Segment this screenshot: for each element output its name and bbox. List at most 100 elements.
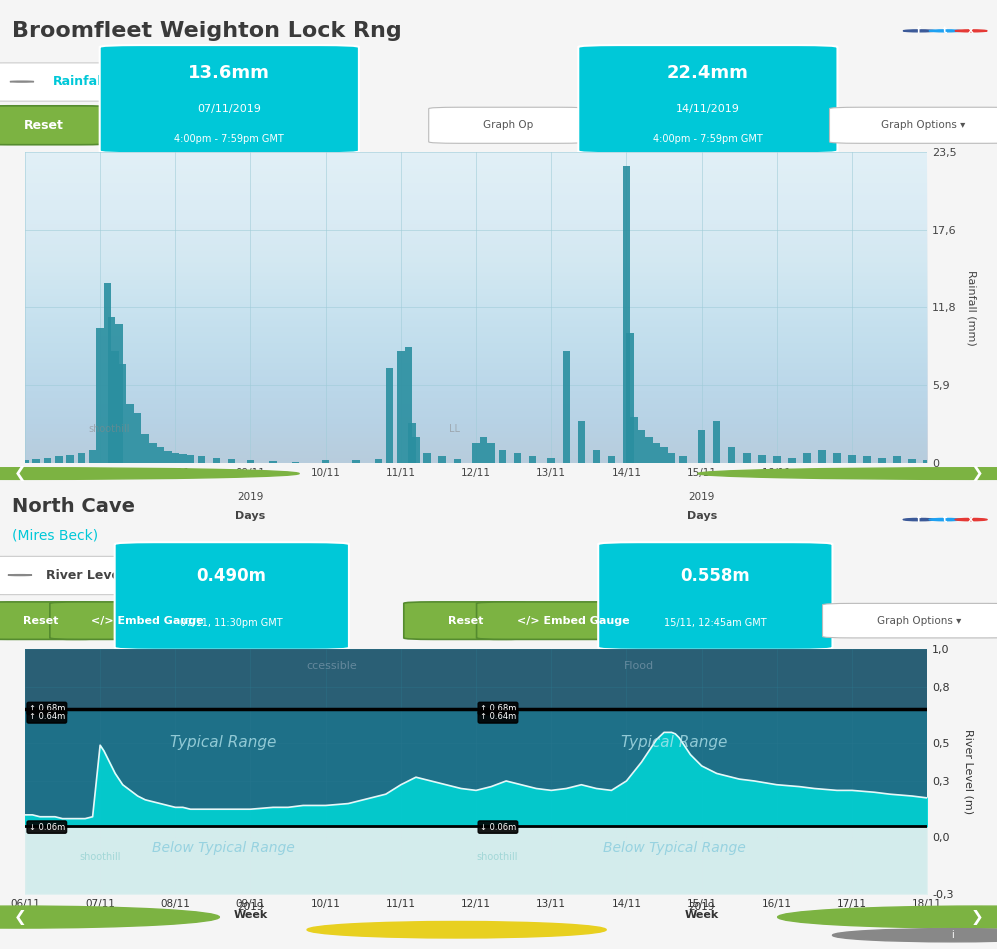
Text: 07/11/2019: 07/11/2019 <box>197 103 261 114</box>
Circle shape <box>10 81 34 83</box>
Text: 15/11, 12:45am GMT: 15/11, 12:45am GMT <box>664 618 766 628</box>
Text: ↑ 0.64m: ↑ 0.64m <box>29 713 65 721</box>
Text: ❮: ❮ <box>14 466 26 481</box>
Bar <box>660 447 668 463</box>
Bar <box>186 456 194 463</box>
Text: Flood: Flood <box>623 661 654 671</box>
Bar <box>607 456 615 463</box>
Text: 13.6mm: 13.6mm <box>188 65 270 82</box>
FancyBboxPatch shape <box>477 602 671 640</box>
Bar <box>55 456 63 463</box>
Text: 2019: 2019 <box>237 902 263 912</box>
Text: 4:00pm - 7:59pm GMT: 4:00pm - 7:59pm GMT <box>174 134 284 143</box>
FancyBboxPatch shape <box>100 45 359 154</box>
Bar <box>412 437 420 463</box>
Bar <box>908 459 916 463</box>
Bar <box>454 459 461 463</box>
Bar <box>246 460 254 463</box>
FancyBboxPatch shape <box>598 542 832 650</box>
Bar <box>488 443 495 463</box>
Bar <box>352 460 360 463</box>
Text: shoothill: shoothill <box>79 851 121 862</box>
Bar <box>292 462 299 463</box>
Text: f: f <box>917 515 921 524</box>
Bar <box>115 324 123 463</box>
Text: ❯: ❯ <box>971 466 983 481</box>
FancyBboxPatch shape <box>0 63 174 102</box>
Bar <box>698 430 706 463</box>
Bar <box>439 456 446 463</box>
Circle shape <box>0 906 219 928</box>
Text: i: i <box>951 930 953 940</box>
Bar <box>119 363 127 463</box>
FancyBboxPatch shape <box>429 107 588 143</box>
Bar <box>577 420 585 463</box>
Bar <box>157 447 165 463</box>
Bar <box>97 328 104 463</box>
Bar <box>679 456 687 463</box>
Text: 2019: 2019 <box>689 493 715 502</box>
Bar <box>743 453 751 463</box>
Bar <box>562 350 570 463</box>
Circle shape <box>903 29 935 32</box>
Bar <box>878 457 886 463</box>
Text: Rainfall: Rainfall <box>53 75 107 88</box>
Text: 07/11, 11:30pm GMT: 07/11, 11:30pm GMT <box>180 618 282 628</box>
Bar <box>66 456 74 463</box>
Bar <box>592 450 600 463</box>
Bar <box>758 456 766 463</box>
Circle shape <box>832 929 997 941</box>
Text: River Level: River Level <box>46 568 124 582</box>
Bar <box>165 451 171 463</box>
FancyBboxPatch shape <box>830 107 997 143</box>
Text: 2019: 2019 <box>237 493 263 502</box>
Bar <box>228 459 235 463</box>
Bar <box>863 456 870 463</box>
Bar <box>25 649 927 710</box>
Bar <box>819 450 826 463</box>
Text: Days: Days <box>687 511 717 521</box>
Text: 4:00pm - 7:59pm GMT: 4:00pm - 7:59pm GMT <box>653 134 763 143</box>
Bar <box>142 434 149 463</box>
FancyBboxPatch shape <box>115 542 349 650</box>
Bar <box>804 453 811 463</box>
Bar <box>424 453 431 463</box>
Bar <box>179 454 186 463</box>
Bar <box>547 457 555 463</box>
Text: Broomfleet Weighton Lock Rng: Broomfleet Weighton Lock Rng <box>12 21 402 41</box>
Circle shape <box>955 29 987 32</box>
Circle shape <box>698 468 997 479</box>
Circle shape <box>929 29 961 32</box>
Text: ↓ 0.06m: ↓ 0.06m <box>29 823 65 831</box>
Text: </> Embed Gauge: </> Embed Gauge <box>517 616 630 625</box>
Bar <box>213 457 220 463</box>
Bar <box>788 457 796 463</box>
Text: Week: Week <box>233 910 267 921</box>
Text: Reset: Reset <box>24 119 64 132</box>
Bar <box>25 710 927 827</box>
Bar <box>405 346 412 463</box>
Text: Typical Range: Typical Range <box>621 735 728 750</box>
Bar <box>630 417 638 463</box>
Bar <box>473 443 480 463</box>
Text: Week: Week <box>685 910 719 921</box>
Bar <box>773 456 781 463</box>
Text: x: x <box>968 515 974 524</box>
Text: 2019: 2019 <box>689 902 715 912</box>
Text: ❯: ❯ <box>971 909 983 924</box>
Text: Typical Range: Typical Range <box>170 735 276 750</box>
Bar <box>269 461 277 463</box>
Circle shape <box>929 518 961 521</box>
Bar <box>623 166 630 463</box>
Bar <box>127 403 134 463</box>
Bar <box>498 450 506 463</box>
Y-axis label: River Level (m): River Level (m) <box>963 729 973 814</box>
Text: ↑ 0.68m: ↑ 0.68m <box>480 704 516 713</box>
Text: 14/11/2019: 14/11/2019 <box>676 103 740 114</box>
Text: Graph Options ▾: Graph Options ▾ <box>877 616 961 625</box>
FancyBboxPatch shape <box>0 556 189 595</box>
Bar <box>893 456 901 463</box>
Text: f: f <box>917 27 921 35</box>
Text: Graph Options ▾: Graph Options ▾ <box>881 121 965 130</box>
Bar <box>923 460 931 463</box>
